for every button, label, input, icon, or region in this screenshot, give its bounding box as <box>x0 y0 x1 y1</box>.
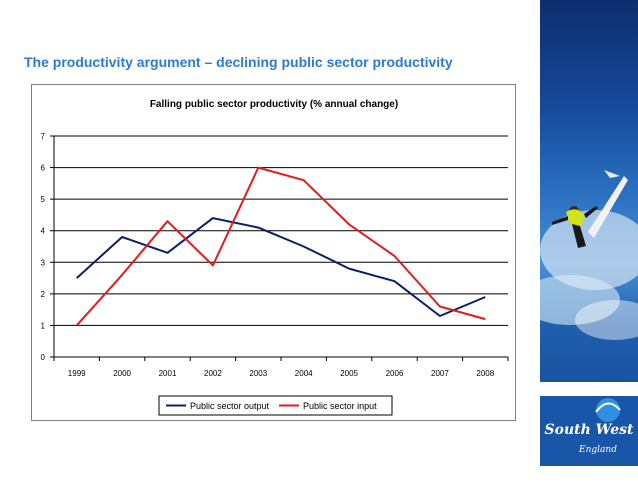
logo-mark: South West England <box>540 396 638 466</box>
chart-title: Falling public sector productivity (% an… <box>150 99 398 110</box>
x-tick-label: 2002 <box>204 369 222 378</box>
y-tick-label: 7 <box>41 132 46 141</box>
axis-layer: 0 1 2 3 4 5 6 7 1999 2000 2001 2002 2003 2004 2005 2006… <box>41 132 509 378</box>
y-tick-label: 5 <box>41 195 46 204</box>
y-tick-label: 3 <box>41 258 46 267</box>
grid-layer <box>54 135 508 326</box>
y-tick-label: 4 <box>41 227 46 236</box>
legend-label-public-sector-output: Public sector output <box>190 401 270 411</box>
surf-scene <box>540 170 638 340</box>
y-tick-label: 0 <box>41 353 46 362</box>
logo-text: South West <box>545 422 635 438</box>
legend-label-public-sector-input: Public sector input <box>303 401 377 411</box>
x-tick-label: 2001 <box>159 369 177 378</box>
series-line-public-sector-output <box>76 217 486 317</box>
x-tick-label: 2008 <box>476 369 494 378</box>
x-tick-label: 2005 <box>340 369 358 378</box>
line-chart: Falling public sector productivity (% an… <box>41 99 509 416</box>
y-tick-label: 1 <box>41 321 46 330</box>
chart-frame: Falling public sector productivity (% an… <box>31 84 516 421</box>
svg-text:England: England <box>578 445 617 455</box>
series-layer <box>75 166 486 327</box>
slide-title: The productivity argument – declining pu… <box>24 54 453 70</box>
logo: South West England <box>540 382 638 479</box>
x-tick-label: 2003 <box>249 369 267 378</box>
legend: Public sector output Public sector input <box>158 395 393 416</box>
y-tick-label: 2 <box>41 290 46 299</box>
x-tick-label: 1999 <box>68 369 86 378</box>
x-tick-label: 2007 <box>431 369 449 378</box>
y-tick-label: 6 <box>41 164 46 173</box>
x-tick-label: 2004 <box>295 369 313 378</box>
series-line-public-sector-input <box>75 166 486 327</box>
legend-box <box>158 395 393 416</box>
x-tick-label: 2006 <box>386 369 404 378</box>
x-tick-label: 2000 <box>113 369 131 378</box>
